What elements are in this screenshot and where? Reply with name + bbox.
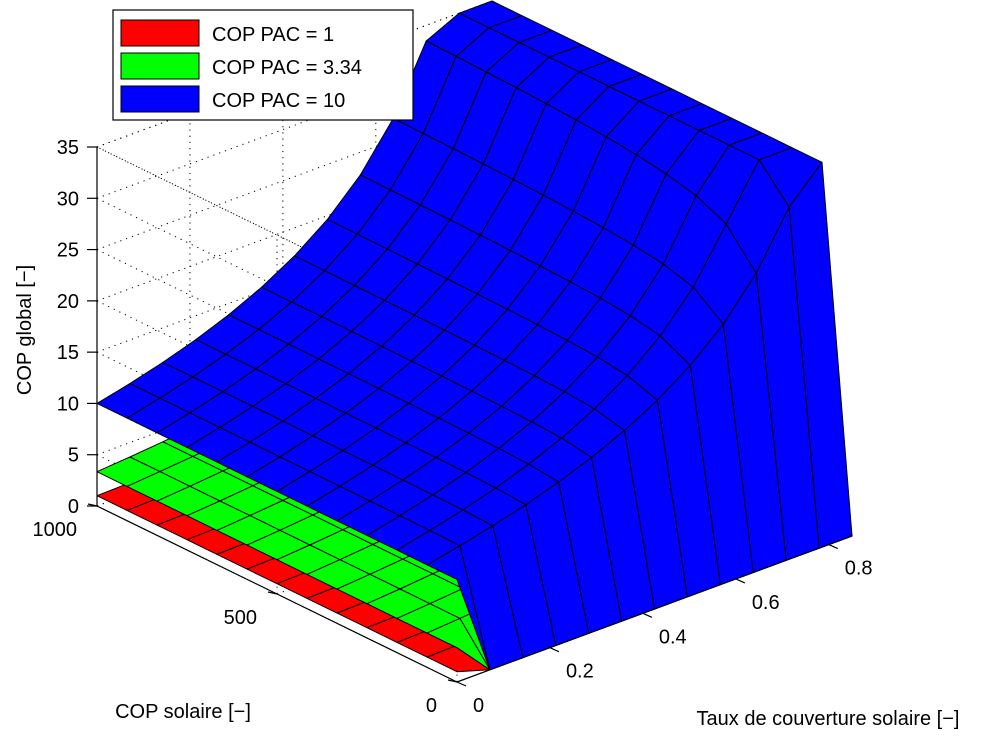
x-axis-line	[456, 535, 853, 683]
axes	[87, 146, 853, 687]
y-tick	[267, 591, 278, 595]
x-axis-label: Taux de couverture solaire [−]	[697, 708, 960, 730]
y-tick-label: 500	[224, 607, 257, 629]
z-tick-label: 30	[57, 188, 79, 210]
z-tick-label: 15	[57, 342, 79, 364]
z-tick-label: 35	[57, 137, 79, 159]
x-tick	[549, 647, 560, 653]
x-tick	[456, 681, 467, 687]
x-tick-label: 0	[473, 695, 484, 717]
x-tick	[735, 578, 746, 584]
z-tick-label: 20	[57, 291, 79, 313]
surfaces	[96, 0, 853, 673]
y-tick-label: 1000	[33, 519, 78, 541]
x-tick	[828, 544, 839, 550]
legend-label: COP PAC = 1	[212, 24, 334, 46]
legend: COP PAC = 1 COP PAC = 3.34 COP PAC = 10	[112, 9, 414, 121]
y-tick	[447, 679, 458, 683]
legend-label: COP PAC = 3.34	[212, 57, 362, 79]
axis-labels: COP global [−] COP solaire [−] Taux de c…	[14, 137, 959, 730]
x-tick	[642, 612, 653, 618]
x-tick-label: 0.8	[845, 558, 873, 580]
surface-cell	[426, 617, 491, 671]
legend-swatch	[120, 85, 200, 113]
x-tick-label: 0.4	[659, 626, 687, 648]
y-tick-label: 0	[426, 695, 437, 717]
x-tick-label: 0.2	[566, 661, 594, 683]
z-axis-label: COP global [−]	[14, 265, 36, 395]
y-axis-label: COP solaire [−]	[115, 701, 251, 723]
legend-swatch	[120, 19, 200, 47]
surface-cell	[426, 545, 491, 671]
z-tick-label: 0	[68, 496, 79, 518]
x-tick-label: 0.6	[752, 592, 780, 614]
z-tick-label: 25	[57, 240, 79, 262]
legend-swatch	[120, 52, 200, 80]
z-tick-label: 5	[68, 445, 79, 467]
legend-label: COP PAC = 10	[212, 90, 345, 112]
surface-3	[96, 0, 853, 671]
z-tick-label: 10	[57, 393, 79, 415]
